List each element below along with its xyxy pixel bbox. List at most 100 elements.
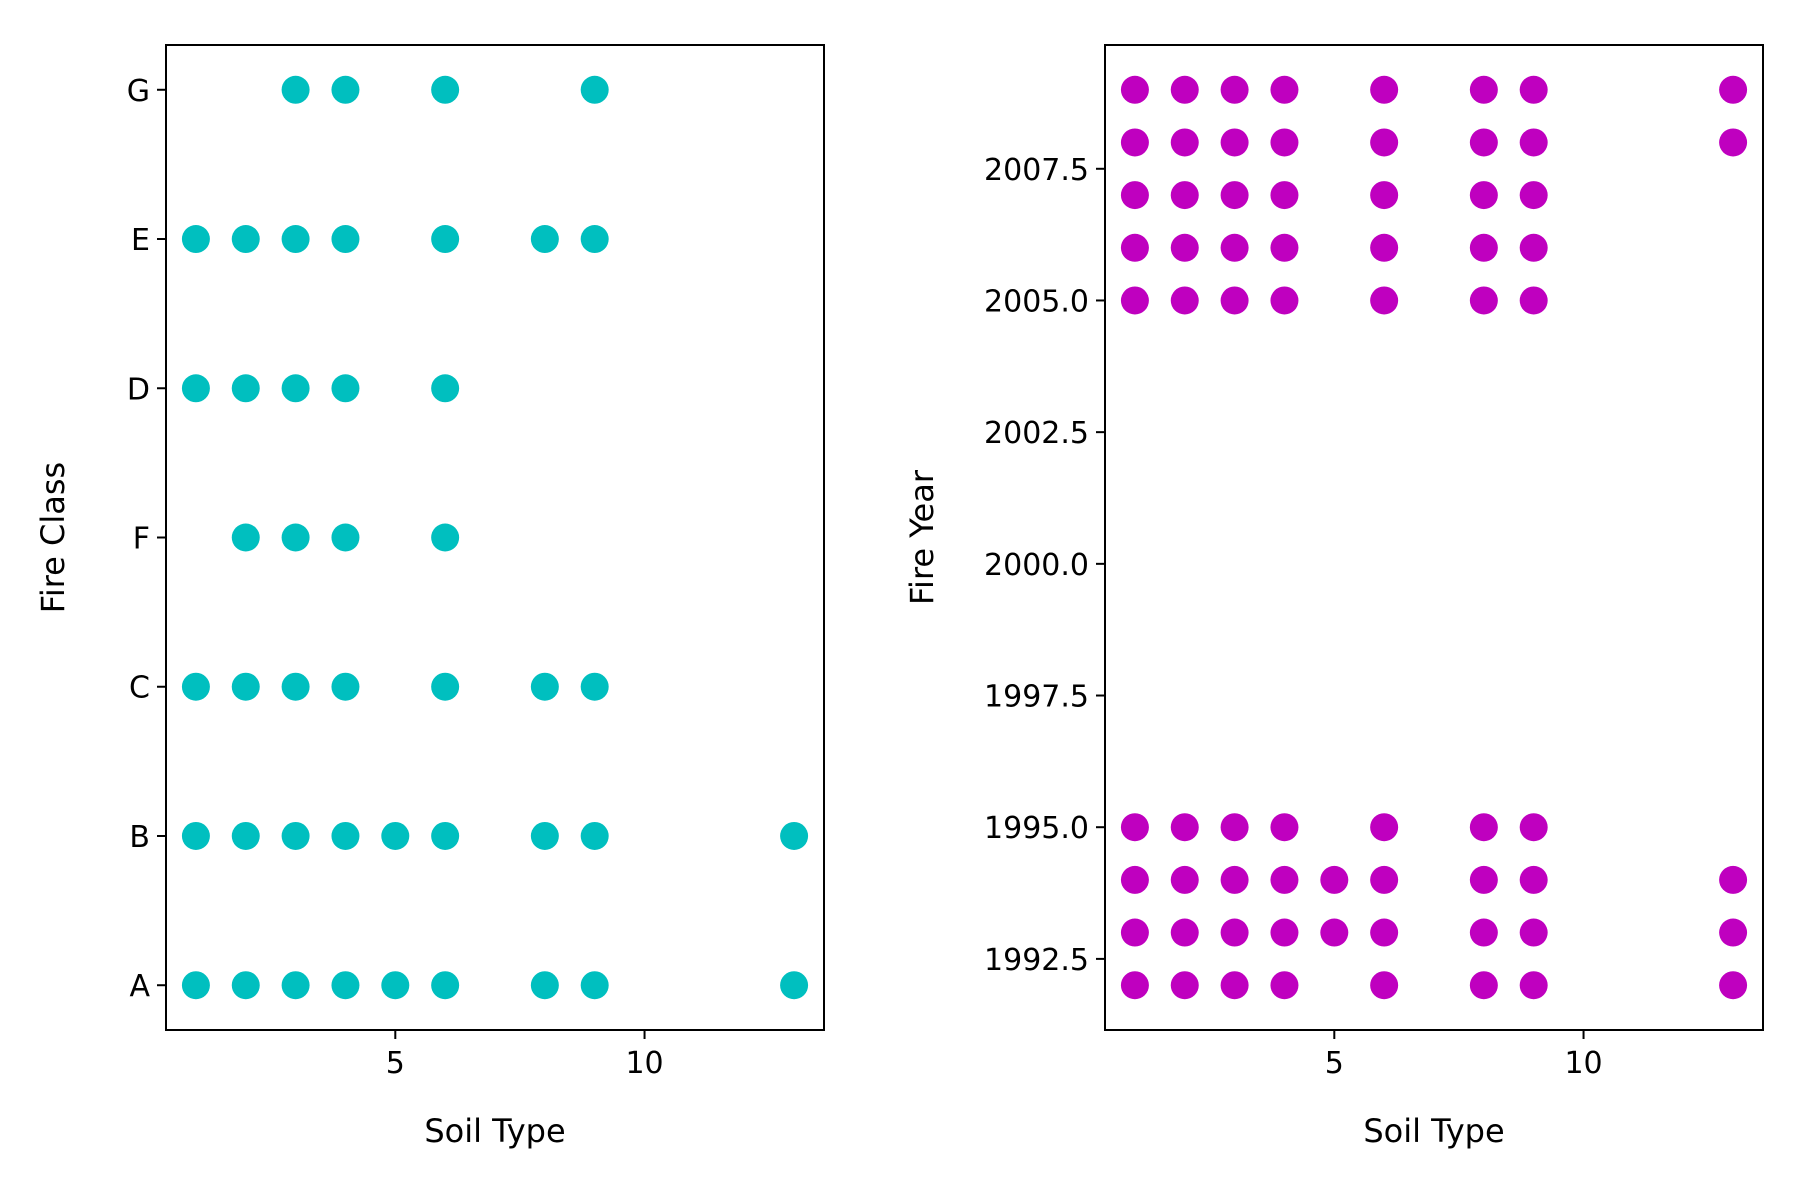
fire-year-point — [1220, 286, 1249, 315]
fire-class-point — [780, 821, 809, 850]
fire-class-point — [231, 971, 260, 1000]
fire-year-point — [1120, 181, 1149, 210]
fire-class-point — [231, 672, 260, 701]
fire-class-point — [431, 971, 460, 1000]
fire-year-point — [1469, 813, 1498, 842]
fire-year-point — [1719, 75, 1748, 104]
fire-year-point — [1120, 813, 1149, 842]
fire-year-point — [1519, 865, 1548, 894]
fire-year-point — [1120, 75, 1149, 104]
fire-class-y-tick-label: D — [127, 372, 150, 407]
fire-year-y-tick-label: 2002.5 — [984, 416, 1089, 451]
fire-class-point — [580, 821, 609, 850]
fire-year-y-tick-label: 2005.0 — [984, 284, 1089, 319]
fire-year-point — [1469, 128, 1498, 157]
fire-class-point — [431, 75, 460, 104]
fire-year-point — [1120, 286, 1149, 315]
fire-year-point — [1519, 75, 1548, 104]
fire-year-y-tick-label: 2007.5 — [984, 153, 1089, 188]
fire-year-point — [1469, 75, 1498, 104]
fire-class-plot-frame — [165, 44, 825, 1031]
fire-year-point — [1469, 971, 1498, 1000]
fire-class-point — [530, 821, 559, 850]
fire-class-point — [780, 971, 809, 1000]
fire-year-point — [1519, 971, 1548, 1000]
fire-class-point — [231, 225, 260, 254]
fire-class-point — [281, 971, 310, 1000]
fire-class-point — [580, 672, 609, 701]
fire-class-point — [181, 971, 210, 1000]
fire-year-point — [1469, 233, 1498, 262]
fire-year-point — [1519, 233, 1548, 262]
fire-class-y-tick-label: C — [129, 671, 150, 706]
fire-class-point — [281, 523, 310, 552]
fire-year-point — [1370, 128, 1399, 157]
fire-class-point — [331, 75, 360, 104]
fire-class-point — [530, 971, 559, 1000]
fire-class-point — [331, 672, 360, 701]
fire-class-point — [331, 821, 360, 850]
fire-class-y-tick-label: B — [129, 820, 150, 855]
fire-year-point — [1370, 918, 1399, 947]
fire-class-point — [431, 225, 460, 254]
fire-class-point — [431, 821, 460, 850]
fire-year-point — [1719, 918, 1748, 947]
fire-year-point — [1719, 971, 1748, 1000]
fire-year-point — [1120, 865, 1149, 894]
fire-year-point — [1120, 128, 1149, 157]
fire-class-point — [281, 225, 310, 254]
fire-class-y-tick-label: F — [133, 522, 150, 557]
fire-class-x-tick-label: 10 — [625, 1046, 663, 1081]
fire-class-y-tick-label: A — [129, 969, 150, 1004]
fire-year-x-axis-label: Soil Type — [1363, 1112, 1504, 1150]
fire-year-point — [1270, 918, 1299, 947]
fire-year-y-tick-label: 1992.5 — [984, 943, 1089, 978]
fire-class-point — [331, 374, 360, 403]
fire-class-points — [181, 75, 809, 1000]
fire-year-point — [1719, 865, 1748, 894]
fire-year-point — [1170, 75, 1199, 104]
fire-class-point — [181, 225, 210, 254]
fire-year-y-tick-label: 1995.0 — [984, 811, 1089, 846]
fire-class-point — [281, 821, 310, 850]
fire-year-point — [1370, 286, 1399, 315]
fire-year-y-tick-label: 2000.0 — [984, 548, 1089, 583]
fire-year-x-tick-label: 5 — [1325, 1046, 1344, 1081]
fire-year-point — [1220, 918, 1249, 947]
fire-year-point — [1519, 181, 1548, 210]
fire-year-point — [1170, 128, 1199, 157]
fire-class-scatter-panel: 5 10 A B C F D E G Soil Type Fire Class — [34, 44, 825, 1150]
fire-class-point — [331, 523, 360, 552]
fire-year-point — [1370, 865, 1399, 894]
fire-year-y-axis-label: Fire Year — [903, 469, 941, 605]
fire-class-point — [281, 672, 310, 701]
fire-year-point — [1469, 286, 1498, 315]
fire-year-point — [1220, 865, 1249, 894]
fire-year-point — [1170, 233, 1199, 262]
fire-year-point — [1370, 971, 1399, 1000]
fire-class-y-tick-label: E — [131, 223, 150, 258]
fire-class-point — [331, 225, 360, 254]
fire-class-point — [231, 523, 260, 552]
fire-year-point — [1370, 75, 1399, 104]
fire-year-y-tick-label: 1997.5 — [984, 680, 1089, 715]
fire-year-point — [1270, 865, 1299, 894]
fire-year-point — [1120, 971, 1149, 1000]
fire-class-point — [381, 821, 410, 850]
fire-year-point — [1120, 918, 1149, 947]
fire-class-point — [181, 374, 210, 403]
fire-year-point — [1370, 813, 1399, 842]
fire-class-point — [181, 672, 210, 701]
fire-class-point — [431, 374, 460, 403]
fire-year-point — [1170, 918, 1199, 947]
fire-year-scatter-panel: 5 10 1992.5 1995.0 1997.5 2000.0 2002.5 2005.0 2… — [903, 44, 1764, 1150]
fire-class-ticks: 5 10 A B C F D E G — [127, 74, 664, 1081]
fire-class-point — [580, 225, 609, 254]
fire-year-point — [1220, 813, 1249, 842]
fire-year-point — [1270, 971, 1299, 1000]
fire-year-x-tick-label: 10 — [1564, 1046, 1602, 1081]
fire-year-point — [1320, 865, 1349, 894]
fire-class-x-axis-label: Soil Type — [424, 1112, 565, 1150]
